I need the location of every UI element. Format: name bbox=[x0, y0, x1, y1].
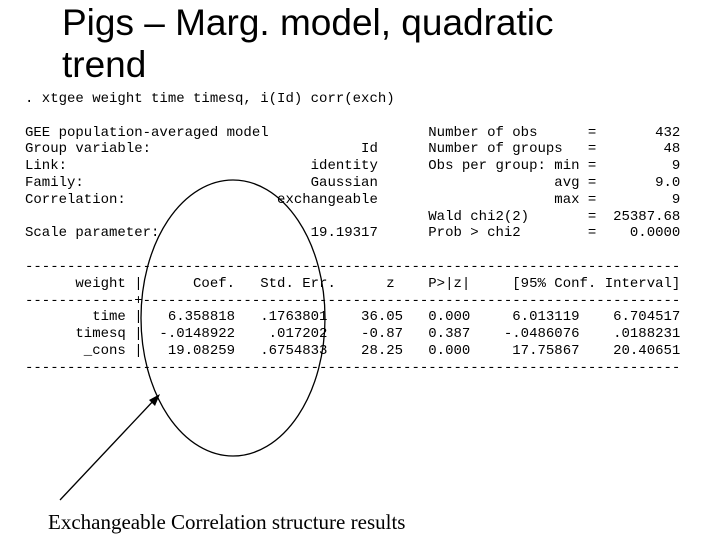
output-line: ----------------------------------------… bbox=[25, 359, 681, 376]
command-line: . xtgee weight time timesq, i(Id) corr(e… bbox=[25, 91, 395, 107]
output-line: Correlation: exchangeable max = 9 bbox=[25, 191, 681, 208]
output-line: timesq | -.0148922 .017202 -0.87 0.387 -… bbox=[25, 326, 681, 343]
output-line: Wald chi2(2) = 25387.68 bbox=[25, 208, 681, 225]
output-line: Group variable: Id Number of groups = 48 bbox=[25, 141, 681, 158]
caption: Exchangeable Correlation structure resul… bbox=[48, 510, 406, 534]
output-line: _cons | 19.08259 .6754833 28.25 0.000 17… bbox=[25, 342, 681, 359]
output-line: Family: Gaussian avg = 9.0 bbox=[25, 174, 681, 191]
slide-title: Pigs – Marg. model, quadratic trend bbox=[62, 2, 554, 85]
highlight-circle bbox=[140, 179, 326, 457]
output-line: GEE population-averaged model Number of … bbox=[25, 124, 681, 141]
output-line: weight | Coef. Std. Err. z P>|z| [95% Co… bbox=[25, 275, 681, 292]
output-line: Scale parameter: 19.19317 Prob > chi2 = … bbox=[25, 225, 681, 242]
arrow-line bbox=[59, 397, 157, 501]
output-line: -------------+--------------------------… bbox=[25, 292, 681, 309]
arrow-head bbox=[149, 394, 160, 406]
output-line: ----------------------------------------… bbox=[25, 258, 681, 275]
output-line: Link: identity Obs per group: min = 9 bbox=[25, 158, 681, 175]
output-line: time | 6.358818 .1763801 36.05 0.000 6.0… bbox=[25, 309, 681, 326]
